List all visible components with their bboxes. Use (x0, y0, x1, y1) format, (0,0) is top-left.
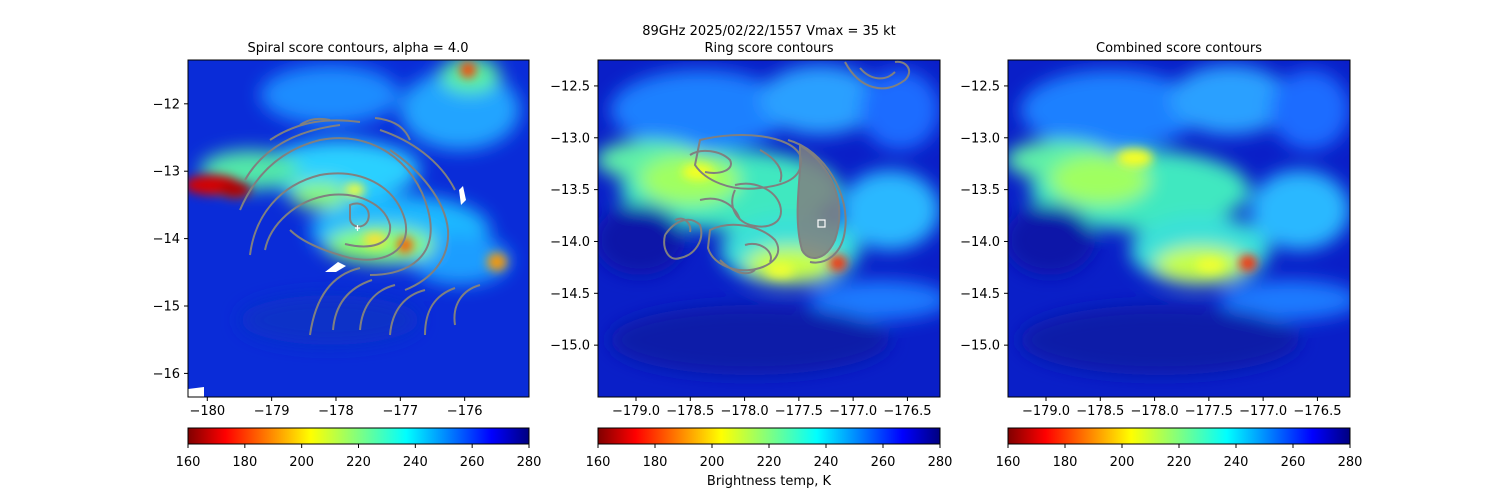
colorbar-tick-label: 160 (996, 455, 1021, 470)
panel-2-title: Ring score contours (704, 41, 833, 56)
panel-2-heatmap (598, 60, 940, 397)
colorbar-3: 160 180 200 220 240 260 280 (996, 427, 1363, 470)
panel-1-heatmap (188, 60, 529, 397)
x-tick-label: −176.5 (883, 404, 931, 419)
colorbar-1-ticks: 160 180 200 220 240 260 280 (176, 444, 542, 470)
x-tick-label: −177.0 (1239, 404, 1287, 419)
x-tick-label: −176.5 (1293, 404, 1341, 419)
y-tick-label: −14.5 (550, 287, 590, 302)
y-tick-label: −12 (153, 97, 180, 112)
x-tick-label: −176 (447, 404, 483, 419)
colorbar-2: 160 180 200 220 240 260 280 Brightness temp, K (586, 427, 953, 489)
panel-spiral: Spiral score contours, alpha = 4.0 (153, 41, 530, 419)
colorbar-tick-label: 160 (176, 455, 201, 470)
y-tick-label: −14.5 (960, 287, 1000, 302)
y-tick-label: −15 (153, 300, 180, 315)
x-tick-label: −177.5 (775, 404, 823, 419)
colorbar-tick-label: 280 (1338, 455, 1363, 470)
y-tick-label: −14 (153, 232, 180, 247)
y-tick-label: −15.0 (550, 339, 590, 354)
colorbar-tick-label: 280 (517, 455, 542, 470)
x-tick-label: −178.0 (721, 404, 769, 419)
y-tick-label: −13.0 (960, 131, 1000, 146)
colorbar-tick-label: 240 (403, 455, 428, 470)
y-tick-label: −13.0 (550, 131, 590, 146)
colorbar-tick-label: 200 (1110, 455, 1135, 470)
colorbar-tick-label: 260 (1281, 455, 1306, 470)
colorbar-tick-label: 180 (1053, 455, 1078, 470)
y-tick-label: −16 (153, 367, 180, 382)
panel-3-title: Combined score contours (1096, 41, 1262, 56)
x-tick-label: −179 (254, 404, 290, 419)
colorbar-tick-label: 240 (1224, 455, 1249, 470)
x-tick-label: −177.5 (1185, 404, 1233, 419)
colorbar-tick-label: 220 (346, 455, 371, 470)
x-tick-label: −177 (382, 404, 418, 419)
colorbar-tick-label: 220 (1167, 455, 1192, 470)
colorbar-1: 160 180 200 220 240 260 280 (176, 427, 542, 470)
x-tick-label: −179.0 (612, 404, 660, 419)
colorbar-tick-label: 220 (757, 455, 782, 470)
panel-3-axes: −179.0 −178.5 −178.0 −177.5 −177.0 −176.5 −12.… (960, 79, 1341, 419)
panel-1-frame (187, 59, 530, 398)
x-tick-label: −178.5 (666, 404, 714, 419)
x-tick-label: −177.0 (829, 404, 877, 419)
y-tick-label: −15.0 (960, 339, 1000, 354)
y-tick-label: −12.5 (960, 79, 1000, 94)
y-tick-label: −13.5 (960, 183, 1000, 198)
y-tick-label: −14.0 (550, 235, 590, 250)
panel-combined: Combined score contours (960, 41, 1351, 419)
panel-1-title: Spiral score contours, alpha = 4.0 (247, 41, 468, 56)
ring-score-contours (663, 60, 911, 275)
y-tick-label: −14.0 (960, 235, 1000, 250)
y-tick-label: −13 (153, 165, 180, 180)
panel-1-axes: −180 −179 −178 −177 −176 −12 −13 −14 −15 −16 (153, 97, 483, 419)
colorbar-3-ticks: 160 180 200 220 240 260 280 (996, 444, 1363, 470)
colorbar-tick-label: 260 (871, 455, 896, 470)
y-tick-label: −13.5 (550, 183, 590, 198)
colorbar-tick-label: 180 (643, 455, 668, 470)
colorbar-label: Brightness temp, K (707, 474, 832, 489)
colorbar-tick-label: 240 (814, 455, 839, 470)
figure-suptitle: 89GHz 2025/02/22/1557 Vmax = 35 kt (642, 24, 896, 39)
x-tick-label: −178 (318, 404, 354, 419)
x-tick-label: −180 (189, 404, 225, 419)
colorbar-2-ticks: 160 180 200 220 240 260 280 (586, 444, 953, 470)
panel-2-frame (597, 59, 941, 398)
panel-3-frame (1007, 59, 1351, 398)
colorbar-tick-label: 260 (460, 455, 485, 470)
x-tick-label: −178.0 (1131, 404, 1179, 419)
colorbar-tick-label: 180 (232, 455, 257, 470)
y-tick-label: −12.5 (550, 79, 590, 94)
x-tick-label: −178.5 (1076, 404, 1124, 419)
spiral-score-contours (239, 117, 481, 336)
colorbar-tick-label: 200 (289, 455, 314, 470)
spiral-center-marker (355, 225, 360, 231)
panel-3-heatmap (1008, 60, 1350, 397)
colorbar-tick-label: 280 (928, 455, 953, 470)
panel-ring: Ring score contours (550, 41, 941, 419)
colorbar-tick-label: 200 (700, 455, 725, 470)
ring-center-marker (817, 219, 826, 228)
x-tick-label: −179.0 (1022, 404, 1070, 419)
colorbar-tick-label: 160 (586, 455, 611, 470)
panel-2-axes: −179.0 −178.5 −178.0 −177.5 −177.0 −176.5 −12.… (550, 79, 931, 419)
